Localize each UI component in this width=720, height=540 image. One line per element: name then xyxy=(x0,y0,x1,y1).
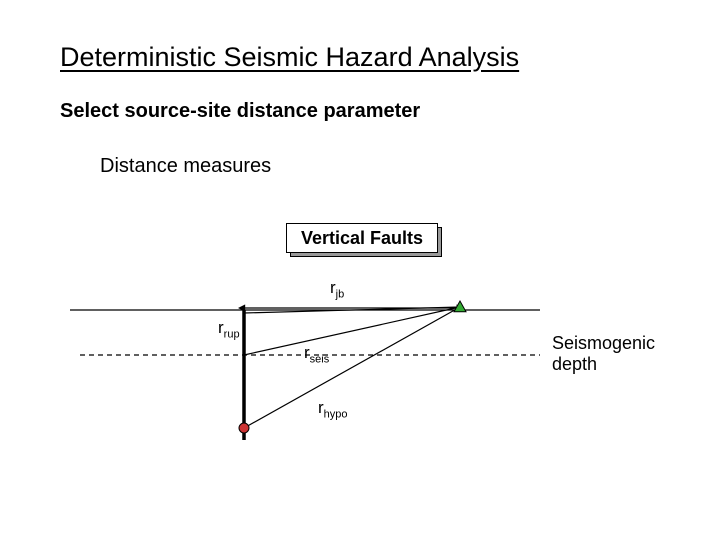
rjb-label: rjb xyxy=(330,278,344,300)
rseis-sub: seis xyxy=(310,353,330,365)
rhypo-label: rhypo xyxy=(318,398,348,420)
site-marker xyxy=(454,301,466,312)
rhypo-line xyxy=(244,307,460,428)
rrup-label: rrup xyxy=(218,318,240,340)
rseis-label: rseis xyxy=(304,343,329,365)
seismogenic-line2: depth xyxy=(552,354,597,374)
rseis-line xyxy=(244,307,460,355)
rrup-sub: rup xyxy=(224,328,240,340)
hypocenter-marker xyxy=(239,423,249,433)
seismogenic-depth-label: Seismogenic depth xyxy=(552,333,655,375)
rhypo-sub: hypo xyxy=(324,408,348,420)
rjb-sub: jb xyxy=(336,288,345,300)
seismogenic-line1: Seismogenic xyxy=(552,333,655,353)
fault-diagram xyxy=(0,0,720,540)
